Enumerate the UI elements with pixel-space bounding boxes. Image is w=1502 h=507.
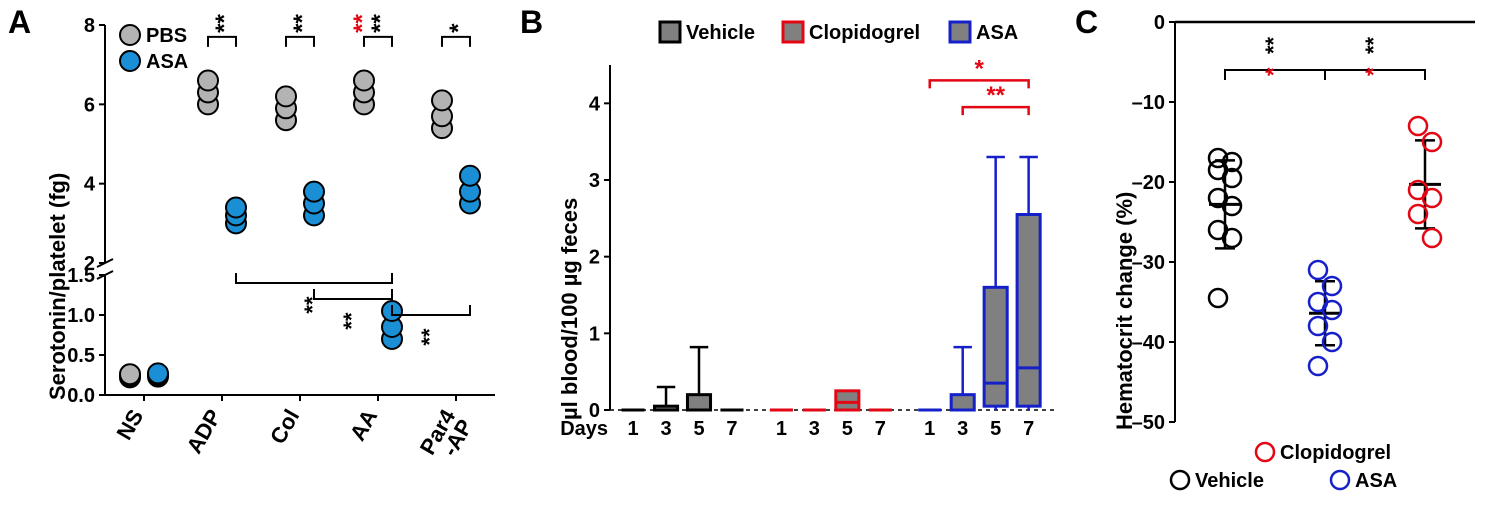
panel-a-ylabel: Serotonin/platelet (fg) (45, 173, 71, 400)
svg-text:**: ** (1261, 36, 1286, 54)
svg-text:3: 3 (957, 418, 968, 440)
svg-text:8: 8 (84, 15, 95, 37)
svg-text:6: 6 (84, 94, 95, 116)
svg-text:**: ** (417, 328, 442, 346)
svg-text:**: ** (349, 14, 376, 33)
svg-text:5: 5 (842, 418, 853, 440)
figure: A Serotonin/platelet (fg) 0.00.51.01.524… (0, 0, 1502, 507)
svg-text:ASA: ASA (1355, 470, 1397, 492)
svg-text:*: * (1261, 67, 1286, 76)
svg-text:5: 5 (693, 418, 704, 440)
svg-text:Col: Col (265, 405, 304, 448)
panel-a-label: A (8, 4, 31, 41)
svg-text:*: * (445, 23, 472, 33)
svg-text:*: * (1361, 67, 1386, 76)
svg-text:–10: –10 (1132, 92, 1165, 114)
svg-text:ASA: ASA (976, 22, 1018, 44)
svg-text:1: 1 (589, 323, 600, 345)
panel-c-ylabel: Hematocrit change (%) (1112, 192, 1138, 430)
svg-text:NS: NS (111, 405, 148, 444)
svg-text:Vehicle: Vehicle (1195, 470, 1264, 492)
svg-text:1.0: 1.0 (67, 305, 95, 327)
svg-text:ADP: ADP (181, 405, 226, 458)
svg-text:**: ** (211, 14, 238, 33)
panel-b: µl blood/100 µg feces 01234VehicleClopid… (555, 10, 1065, 500)
svg-text:2: 2 (589, 247, 600, 269)
svg-text:7: 7 (726, 418, 737, 440)
svg-text:**: ** (289, 14, 316, 33)
svg-text:PBS: PBS (146, 25, 187, 47)
panel-b-svg: 01234VehicleClopidogrelASA135713571357Da… (555, 10, 1065, 500)
panel-a: Serotonin/platelet (fg) 0.00.51.01.52468… (45, 10, 510, 500)
svg-text:Vehicle: Vehicle (686, 22, 755, 44)
panel-c: Hematocrit change (%) 0–10–20–30–40–50**… (1110, 10, 1500, 500)
svg-text:7: 7 (1023, 418, 1034, 440)
svg-text:Clopidogrel: Clopidogrel (809, 22, 920, 44)
svg-text:1: 1 (628, 418, 639, 440)
svg-text:Days: Days (560, 418, 608, 440)
svg-text:4: 4 (589, 93, 601, 115)
svg-text:4: 4 (84, 174, 96, 196)
panel-a-svg: 0.00.51.01.52468NSADPColAAPar4-APPBSASA*… (45, 10, 510, 500)
panel-c-label: C (1075, 4, 1098, 41)
svg-text:AA: AA (345, 405, 383, 445)
svg-text:*: * (975, 55, 985, 82)
svg-text:1: 1 (924, 418, 935, 440)
panel-c-svg: 0–10–20–30–40–50******ClopidogrelVehicle… (1110, 10, 1500, 500)
panel-b-label: B (520, 4, 543, 41)
svg-text:3: 3 (660, 418, 671, 440)
svg-text:**: ** (1361, 36, 1386, 54)
svg-text:0.0: 0.0 (67, 385, 95, 407)
svg-text:Clopidogrel: Clopidogrel (1280, 442, 1391, 464)
panel-b-ylabel: µl blood/100 µg feces (557, 198, 583, 420)
svg-text:0.5: 0.5 (67, 345, 95, 367)
svg-text:3: 3 (809, 418, 820, 440)
svg-text:7: 7 (875, 418, 886, 440)
svg-text:2: 2 (84, 253, 95, 275)
svg-text:5: 5 (990, 418, 1001, 440)
svg-text:1: 1 (776, 418, 787, 440)
svg-text:0: 0 (1154, 12, 1165, 34)
svg-text:ASA: ASA (146, 51, 188, 73)
svg-text:**: ** (339, 312, 364, 330)
svg-text:3: 3 (589, 170, 600, 192)
svg-text:**: ** (986, 82, 1005, 109)
